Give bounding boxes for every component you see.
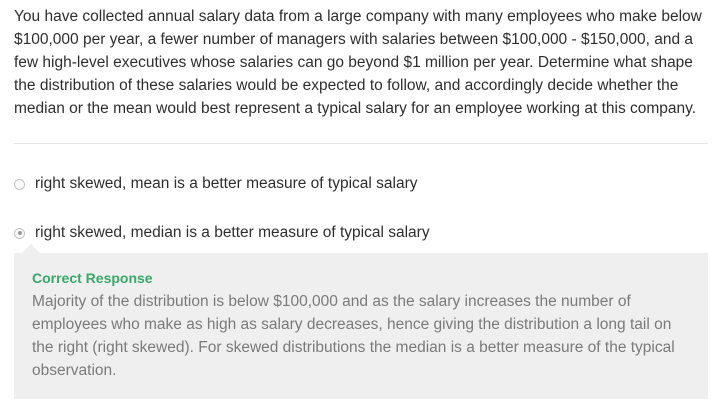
radio-unchecked-icon[interactable] — [14, 178, 25, 190]
feedback-panel: Correct Response Majority of the distrib… — [14, 244, 708, 399]
answer-option-label: right skewed, median is a better measure… — [35, 224, 430, 241]
answer-option-label: right skewed, mean is a better measure o… — [35, 175, 418, 192]
question-text: You have collected annual salary data fr… — [14, 8, 702, 117]
answer-option-median[interactable]: right skewed, median is a better measure… — [14, 223, 430, 243]
feedback-title: Correct Response — [32, 270, 153, 286]
divider — [14, 143, 708, 144]
feedback-explanation: Majority of the distribution is below $1… — [32, 293, 675, 379]
radio-checked-icon[interactable] — [14, 227, 25, 239]
feedback-pointer-icon — [22, 244, 40, 253]
answer-option-mean[interactable]: right skewed, mean is a better measure o… — [14, 174, 418, 194]
